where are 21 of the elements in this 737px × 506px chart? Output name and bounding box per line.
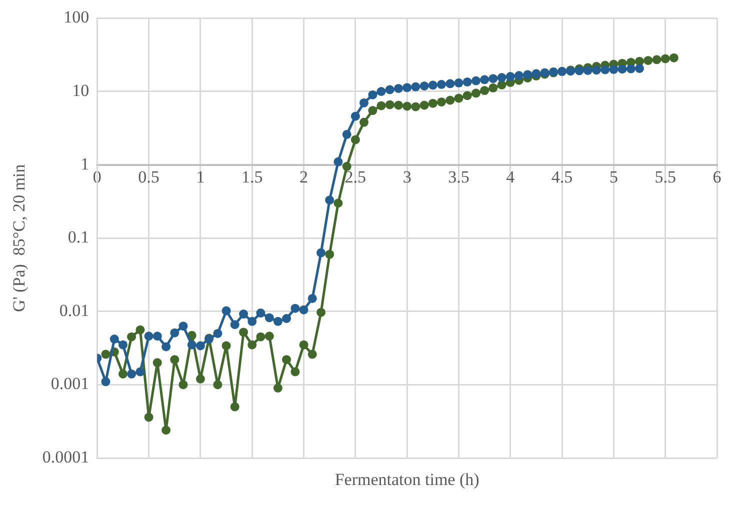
x-tick-label: 6 <box>712 167 722 186</box>
y-tick-label: 100 <box>64 8 90 27</box>
x-axis-title: Fermentaton time (h) <box>334 470 480 489</box>
x-tick-label: 0.5 <box>138 167 160 186</box>
x-tick-label: 2 <box>300 167 308 186</box>
y-tick-label: 0.001 <box>50 374 90 394</box>
y-axis-title: G' (Pa) 85°C, 20 min <box>10 164 29 312</box>
y-tick-label: 0.01 <box>59 300 90 320</box>
x-tick-label: 2.5 <box>344 167 366 186</box>
x-tick-label: 4.5 <box>551 167 573 186</box>
x-tick-label: 1.5 <box>241 167 263 186</box>
x-tick-label: 3.5 <box>448 167 470 186</box>
x-tick-label: 5.5 <box>654 167 676 186</box>
x-tick-label: 4 <box>506 167 516 186</box>
x-tick-label: 5 <box>609 167 618 186</box>
y-tick-label: 0.1 <box>68 228 90 247</box>
x-tick-label: 1 <box>196 167 205 186</box>
y-tick-label: 1 <box>80 154 90 174</box>
y-tick-label: 10 <box>72 80 90 100</box>
y-tick-label: 0.0001 <box>42 447 90 466</box>
x-tick-label: 3 <box>402 167 412 186</box>
